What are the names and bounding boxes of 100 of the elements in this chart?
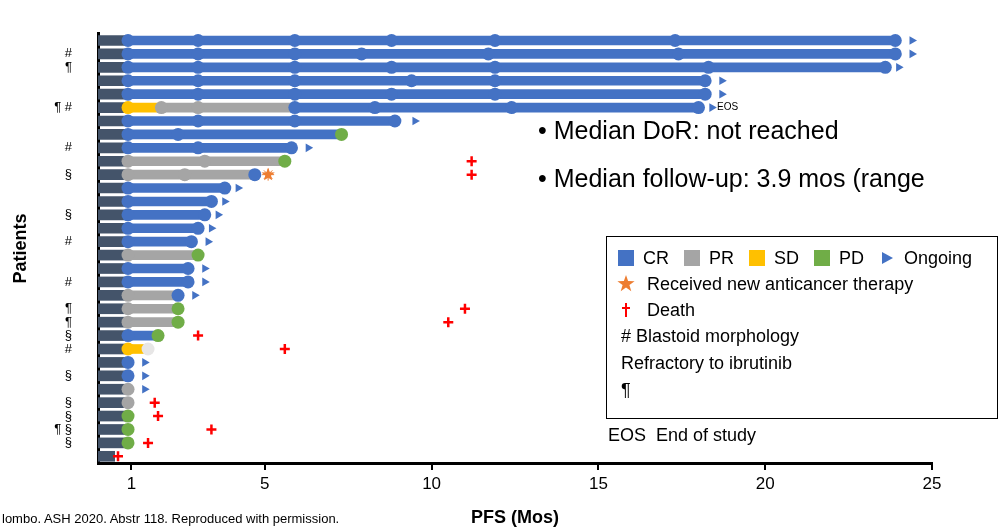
point [465,154,478,168]
point [121,154,135,168]
point [235,183,244,193]
point [368,101,382,115]
point [171,288,185,302]
point [888,47,902,61]
bar [98,155,126,167]
legend-label: Death [647,299,696,321]
point [191,141,205,155]
point [668,34,682,48]
bar [98,383,126,395]
point [142,384,150,394]
bar [98,222,126,234]
bar [98,357,126,368]
point [191,221,205,235]
point [198,208,212,222]
point [719,89,727,99]
x-tick-label: 25 [922,473,942,493]
point [121,74,135,88]
point [488,34,502,48]
point [701,60,715,74]
point [698,74,712,88]
point [184,235,198,249]
point [288,60,302,74]
point [171,127,185,141]
point [121,329,135,343]
x-axis-title: PFS (Mos) [471,507,559,528]
point [121,355,135,369]
point [121,396,135,410]
point [288,34,302,48]
bar [98,397,126,408]
point [278,154,292,168]
x-tick-label: 5 [260,473,270,493]
point [121,382,135,396]
point [142,371,150,381]
y-tick-label: # [64,273,73,289]
point [288,47,302,61]
bar [98,330,126,341]
point [385,60,399,74]
y-tick-label: ¶ # [54,99,73,115]
point [121,208,135,222]
point [181,275,195,289]
bar [98,303,126,315]
bar [98,62,126,73]
point [481,47,495,61]
point [142,358,150,367]
point [698,87,712,101]
point [218,181,232,195]
y-tick-label: § [64,206,72,222]
y-tick-label: § [64,367,72,383]
bar [98,196,126,207]
point [121,302,135,316]
point [909,36,917,45]
point [671,47,685,61]
point [288,74,302,88]
annotation: • Median DoR: not reached [538,116,839,145]
point [248,168,262,182]
point [121,141,135,155]
point [284,141,298,155]
point [121,422,135,436]
legend-label: Ongoing [904,247,973,269]
point [151,409,165,423]
point [488,87,502,101]
point [488,74,502,88]
bar [98,236,126,248]
y-tick-label: § [64,394,72,410]
point [355,47,369,61]
point [141,342,155,356]
point [121,248,135,262]
y-tick-label: # [64,139,73,155]
point [191,60,205,74]
point [151,329,165,343]
y-tick-label: # [64,233,73,249]
point [181,262,195,276]
annotation: • Median follow-up: 3.9 mos (range [538,164,925,193]
y-tick-label: § [64,434,72,450]
y-tick-label: ¶ § [54,421,72,437]
bar [98,129,126,140]
legend-label: CR [643,247,669,269]
point [191,87,205,101]
point [412,116,420,126]
point [121,342,135,356]
point [191,329,205,342]
x-tick-label: 20 [755,473,775,493]
x-tick-label: 10 [422,473,442,493]
bar [98,370,126,382]
point [896,63,904,72]
point [204,194,218,208]
point [121,60,135,74]
y-tick-label: # [64,340,73,356]
bar [98,142,126,154]
point [465,168,478,181]
point [192,291,200,300]
y-tick-label: § [64,166,72,182]
point [288,101,302,115]
y-tick-label: ¶ [65,300,73,316]
point [191,248,205,262]
point [148,396,161,409]
point [458,302,472,316]
legend-label: PR [709,247,735,269]
